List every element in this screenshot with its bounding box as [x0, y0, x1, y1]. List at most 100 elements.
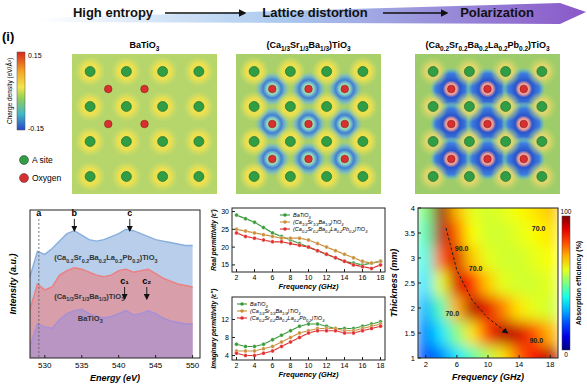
- series-line: [237, 215, 381, 265]
- a-site: [121, 172, 131, 182]
- marker: [253, 354, 257, 358]
- a-site-halo: [490, 56, 520, 86]
- formula-part: 3: [156, 45, 160, 52]
- oxygen: [341, 85, 349, 93]
- heat-cell: [542, 245, 558, 271]
- marker: [235, 342, 239, 346]
- a-site: [358, 137, 368, 147]
- legend-label: (Ca0.2Sr0.2Ba0.2La0.2Pb0.2)TiO3: [250, 315, 325, 323]
- formula-part: 0.2: [459, 45, 468, 52]
- x-axis-label: Energy (eV): [90, 373, 140, 383]
- a-site: [537, 102, 547, 112]
- x-tick-label: 14: [341, 362, 349, 369]
- area-line: [30, 309, 193, 346]
- formula-part: (Ca: [425, 40, 440, 50]
- legend-label: Oxygen: [32, 173, 62, 183]
- marker: [334, 256, 338, 260]
- y-tick-label: 4: [411, 204, 415, 213]
- a-site: [358, 102, 368, 112]
- a-site-halo: [418, 56, 448, 86]
- contour-label: 90.0: [529, 337, 543, 344]
- y-tick: [418, 208, 421, 209]
- marker: [244, 345, 248, 349]
- a-site-halo: [527, 161, 557, 191]
- plot-frame: [418, 208, 558, 358]
- map-title: (Ca0.2Sr0.2Ba0.2La0.2Pb0.2)TiO3: [425, 40, 549, 52]
- series-line: [237, 324, 381, 351]
- formula-part: Sr: [449, 40, 459, 50]
- formula-part: Ba: [275, 315, 282, 321]
- x-tick-label: 6: [455, 360, 459, 369]
- y-tick: [418, 358, 421, 359]
- marker: [334, 249, 338, 253]
- marker: [271, 345, 275, 349]
- a-site: [537, 137, 547, 147]
- x-tick-label: 4: [253, 274, 257, 281]
- heat-cell: [480, 320, 497, 346]
- marker: [379, 324, 383, 328]
- header-link: [383, 12, 447, 13]
- marker: [379, 263, 383, 267]
- formula-part: Sr: [74, 292, 82, 301]
- charge-map: [236, 54, 381, 194]
- a-site: [249, 172, 259, 182]
- x-tick: [290, 357, 291, 360]
- panel-label: (i): [2, 29, 14, 44]
- marker: [316, 322, 320, 326]
- x-tick-label: 10: [305, 362, 313, 369]
- map-background: [415, 54, 560, 194]
- a-site-halo: [527, 91, 557, 121]
- plot-frame: [232, 297, 385, 360]
- y-axis-label: Intensity (a.u.): [8, 253, 18, 314]
- series-line: [237, 326, 381, 355]
- a-site: [194, 137, 204, 147]
- a-site-halo: [418, 91, 448, 121]
- marker: [262, 233, 266, 237]
- a-site: [428, 67, 438, 77]
- a-site: [121, 137, 131, 147]
- x-tick: [362, 269, 363, 272]
- marker: [325, 252, 329, 256]
- heat-cell: [464, 295, 481, 321]
- marker: [352, 331, 356, 335]
- formula-part: 0.2: [519, 45, 528, 52]
- heat-cell: [433, 270, 450, 296]
- y-tick-label: 2.5: [405, 279, 415, 288]
- annotation: c: [127, 208, 132, 218]
- formula-part: )TiO: [310, 315, 322, 321]
- formula-part: )TiO: [329, 40, 347, 50]
- a-site-halo: [418, 161, 448, 191]
- annotation: c₁: [120, 276, 129, 286]
- y-tick-label: 1.5: [405, 329, 415, 338]
- x-tick: [380, 357, 381, 360]
- x-tick: [425, 355, 426, 358]
- oxygen-halo: [501, 137, 546, 182]
- contour-label: 90.0: [455, 245, 469, 252]
- x-tick-label: 14: [341, 274, 349, 281]
- a-site-halo: [454, 161, 484, 191]
- area-fill: [30, 268, 193, 358]
- heat-cell: [495, 295, 512, 321]
- marker: [361, 259, 365, 263]
- x-tick-label: 4: [253, 362, 257, 369]
- marker: [289, 336, 293, 340]
- x-tick: [326, 357, 327, 360]
- formula-part: (Ca: [250, 315, 259, 321]
- axes: 530535540545550Energy (eV)Intensity (a.u…: [8, 210, 200, 383]
- marker: [289, 242, 293, 246]
- formula-part: 1/3: [300, 45, 309, 52]
- formula-part: Pb: [342, 226, 349, 232]
- formula-part: 3: [347, 45, 351, 52]
- marker: [253, 236, 257, 240]
- plot-area: [235, 320, 383, 358]
- y-tick-label: 12: [221, 316, 229, 323]
- x-tick: [290, 269, 291, 272]
- formula-part: Ba: [318, 219, 325, 225]
- formula-part: )TiO: [106, 292, 121, 301]
- oxygen: [447, 155, 455, 163]
- oxygen: [341, 155, 349, 163]
- marker: [325, 329, 329, 333]
- formula-part: 0.2: [115, 258, 123, 264]
- formula-part: BaTiO: [130, 40, 156, 50]
- x-tick-label: 16: [359, 274, 367, 281]
